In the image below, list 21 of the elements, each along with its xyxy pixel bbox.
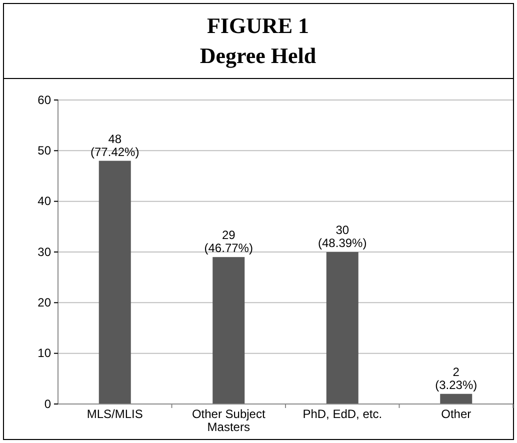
y-tick-label: 20 [38,296,52,310]
bar [212,257,245,404]
x-tick-label: Other [441,406,472,421]
x-tick-label: PhD, EdD, etc. [302,406,382,421]
y-tick-label: 0 [44,396,52,411]
chart-title: FIGURE 1 [206,13,310,38]
y-tick-label: 50 [38,144,52,158]
bar [440,394,472,404]
data-label: 29 (46.77%) [204,228,253,256]
data-label: 2 (3.23%) [435,364,478,392]
x-tick-label: Other Subject Masters [192,406,266,434]
data-label: 48 (77.42%) [90,132,140,159]
x-tick-label: MLS/MLIS [86,406,143,421]
y-tick-label: 10 [38,346,52,360]
y-tick-label: 60 [38,92,52,107]
bar [326,252,358,404]
y-tick-label: 40 [38,194,52,208]
y-tick-label: 30 [38,244,52,259]
data-label: 30 (48.39%) [318,223,367,250]
bar [98,160,131,404]
chart-subtitle: Degree Held [200,43,316,68]
